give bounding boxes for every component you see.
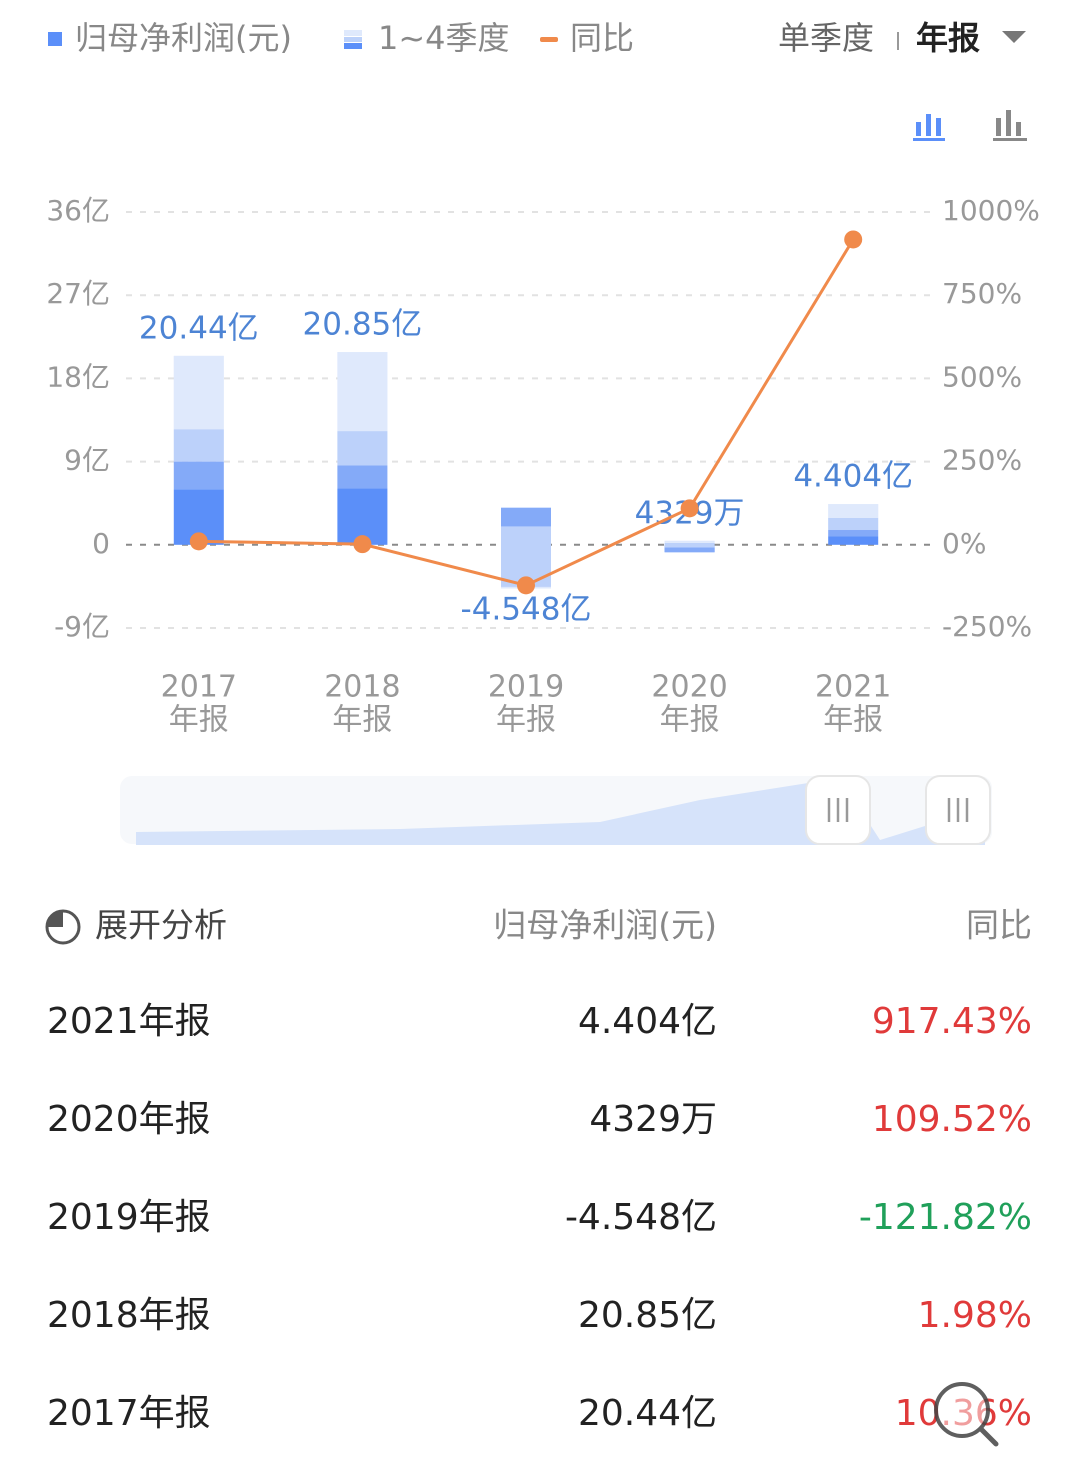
yoy-point	[353, 535, 372, 554]
quarter-segment	[828, 517, 879, 531]
x-tick-label: 2020	[651, 670, 727, 705]
quarter-segment	[664, 542, 715, 548]
x-tick-label: 年报	[660, 703, 720, 738]
table-cell: 2018年报	[47, 1295, 211, 1336]
value-label: 20.44亿	[139, 310, 259, 346]
legend-marker	[540, 37, 558, 42]
plot: -9亿 0 9亿 18亿 27亿 36亿 -250% 0% 250% 500% 750% 1000% 2…	[46, 194, 1040, 738]
yoy-point	[844, 230, 863, 249]
yoy-point	[189, 532, 208, 551]
legend-label: 同比	[570, 19, 634, 57]
table-cell: 109.52%	[872, 1099, 1032, 1140]
y2-tick-label: 750%	[942, 277, 1022, 310]
quarter-segment	[337, 352, 388, 432]
table-cell: -121.82%	[859, 1197, 1032, 1238]
bar-chart-icon[interactable]	[993, 110, 1027, 141]
y2-tick-label: 250%	[942, 444, 1022, 477]
table-cell: -4.548亿	[565, 1197, 717, 1238]
quarter-segment	[173, 429, 224, 462]
table-cell: 2021年报	[47, 1001, 211, 1042]
y-tick-label: 9亿	[64, 444, 110, 477]
table-cell: 2020年报	[47, 1099, 211, 1140]
legend-marker	[48, 32, 62, 46]
x-tick-label: 年报	[332, 703, 392, 738]
range-slider[interactable]	[120, 775, 992, 845]
magnifier-icon[interactable]	[934, 1382, 999, 1447]
value-label: 4.404亿	[793, 459, 913, 495]
table-cell: 2017年报	[47, 1393, 211, 1434]
legend-marker	[344, 30, 362, 49]
yoy-point	[680, 499, 699, 518]
table-header: 同比	[966, 906, 1032, 945]
y-tick-label: -9亿	[54, 610, 110, 643]
table-cell: 20.85亿	[578, 1295, 717, 1336]
x-tick-label: 年报	[496, 703, 556, 738]
value-label: -4.548亿	[461, 591, 592, 627]
value-label: 20.85亿	[303, 307, 423, 343]
dropdown-arrow[interactable]	[1002, 31, 1026, 43]
analysis-icon[interactable]	[45, 909, 81, 945]
y-tick-label: 27亿	[46, 277, 110, 310]
table-cell: 4329万	[589, 1099, 717, 1140]
table: 展开分析 归母净利润(元) 同比 2021年报 4.404亿 917.43% 2020年报 4…	[47, 906, 1032, 1435]
x-tick-label: 2021	[815, 670, 891, 705]
quarter-segment	[173, 355, 224, 430]
y2-tick-label: 500%	[942, 360, 1022, 393]
legend-label: 1~4季度	[378, 19, 510, 57]
quarter-segment	[828, 530, 879, 537]
toggle-option[interactable]: 单季度	[778, 19, 874, 57]
x-tick-label: 年报	[823, 703, 883, 738]
table-header: 归母净利润(元)	[493, 906, 717, 945]
table-header: 展开分析	[95, 906, 227, 945]
quarter-segment	[501, 507, 551, 527]
y2-tick-label: 0%	[942, 527, 986, 560]
table-cell: 20.44亿	[578, 1393, 717, 1434]
quarter-segment	[337, 465, 388, 489]
x-tick-label: 2018	[324, 670, 400, 705]
quarter-segment	[664, 540, 715, 543]
x-tick-label: 2019	[488, 670, 564, 705]
y-tick-label: 18亿	[46, 360, 110, 393]
stacked-chart-icon[interactable]	[913, 114, 945, 141]
x-tick-label: 2017	[161, 670, 237, 705]
table-cell: 2019年报	[47, 1197, 211, 1238]
quarter-segment	[173, 461, 224, 490]
y2-tick-label: 1000%	[942, 194, 1040, 227]
yoy-point	[517, 576, 535, 595]
legend-label: 归母净利润(元)	[75, 19, 292, 57]
quarter-segment	[664, 547, 715, 553]
y-tick-label: 0	[92, 527, 110, 560]
y-tick-label: 36亿	[46, 194, 110, 227]
quarter-segment	[337, 431, 388, 466]
table-cell: 1.98%	[918, 1295, 1032, 1336]
quarter-segment	[828, 536, 879, 545]
table-cell: 917.43%	[872, 1001, 1032, 1042]
quarter-segment	[828, 504, 879, 518]
table-cell: 4.404亿	[578, 1001, 717, 1042]
y2-tick-label: -250%	[942, 610, 1032, 643]
toggle-option[interactable]: 年报	[916, 19, 980, 57]
x-tick-label: 年报	[169, 703, 229, 738]
